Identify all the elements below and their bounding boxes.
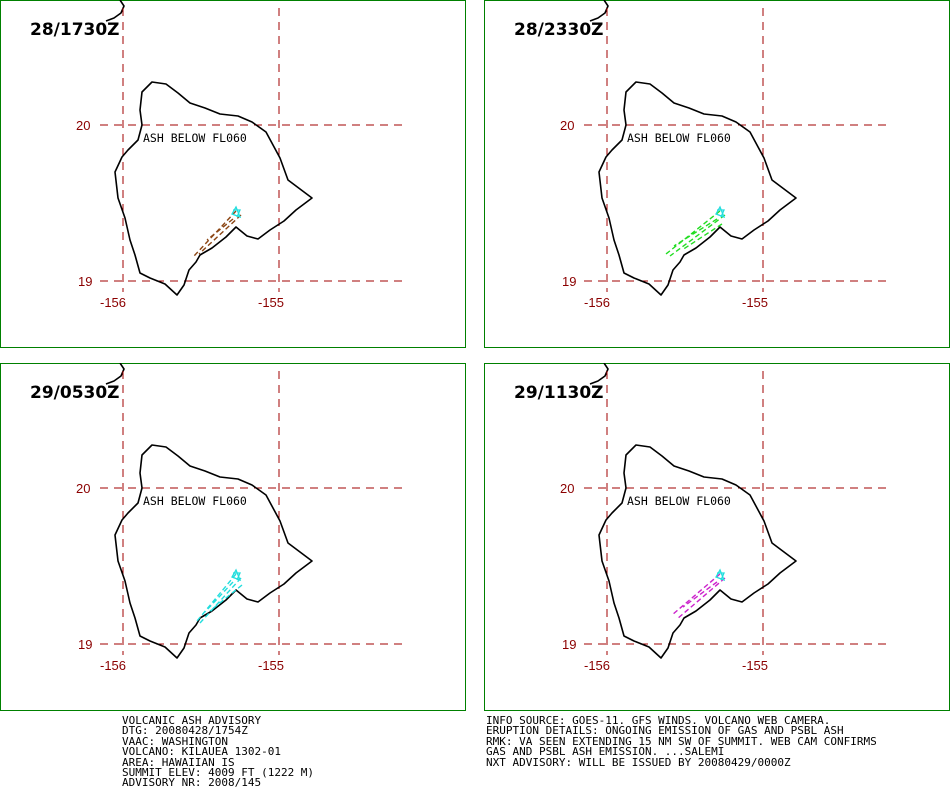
advisory-header-block: VOLCANIC ASH ADVISORY DTG: 20080428/1754Z…: [122, 714, 315, 790]
advisory-line: VOLCANO: KILAUEA 1302-01: [122, 745, 281, 759]
lon-tick-label: -155: [742, 658, 768, 673]
lon-tick-label: -155: [258, 658, 284, 673]
lon-tick-label: -156: [100, 658, 126, 673]
map-panel-4: ASH BELOW FL060 29/1130Z 20 19 -156 -155: [484, 363, 950, 711]
advisory-line: ERUPTION DETAILS: ONGOING EMISSION OF GA…: [486, 724, 844, 738]
ash-extent-label: ASH BELOW FL060: [143, 494, 247, 508]
maui-coastline: [589, 363, 609, 385]
advisory-line: VOLCANIC ASH ADVISORY: [122, 714, 262, 727]
advisory-line: VAAC: WASHINGTON: [122, 734, 228, 748]
volcano-vent-marker: [231, 205, 242, 219]
map-panel-3: ASH BELOW FL060 29/0530Z 20 19 -156 -155: [0, 363, 466, 711]
valid-time-label: 29/1130Z: [514, 383, 604, 403]
maui-coastline: [105, 363, 125, 385]
advisory-line: DTG: 20080428/1754Z: [122, 724, 248, 738]
valid-time-label: 29/0530Z: [30, 383, 120, 403]
advisory-line: NXT ADVISORY: WILL BE ISSUED BY 20080429…: [486, 755, 791, 769]
ash-plume-outline: [671, 573, 726, 620]
map-canvas: ASH BELOW FL060 29/1130Z 20 19 -156 -155: [484, 363, 950, 711]
lon-tick-label: -156: [100, 295, 126, 310]
lat-tick-label: 20: [560, 481, 574, 496]
lat-tick-label: 20: [76, 118, 90, 133]
big-island-coastline: [598, 81, 797, 296]
ash-plume: [671, 573, 726, 620]
ash-plume: [665, 210, 726, 257]
lat-tick-label: 19: [562, 637, 576, 652]
lon-tick-label: -155: [258, 295, 284, 310]
advisory-line: INFO SOURCE: GOES-11. GFS WINDS. VOLCANO…: [486, 714, 831, 727]
map-canvas: ASH BELOW FL060 29/0530Z 20 19 -156 -155: [0, 363, 466, 711]
valid-time-label: 28/1730Z: [30, 20, 120, 40]
lon-tick-label: -155: [742, 295, 768, 310]
ash-plume-outline: [193, 210, 242, 257]
panel-frame: [0, 363, 466, 711]
big-island-coastline: [114, 81, 313, 296]
advisory-line: ADVISORY NR: 2008/145: [122, 776, 262, 790]
advisory-details-block: INFO SOURCE: GOES-11. GFS WINDS. VOLCANO…: [486, 714, 877, 769]
ash-plume: [193, 210, 242, 257]
lat-tick-label: 20: [560, 118, 574, 133]
advisory-line: RMK: VA SEEN EXTENDING 15 NM SW OF SUMMI…: [486, 734, 877, 748]
ash-extent-label: ASH BELOW FL060: [627, 131, 731, 145]
advisory-line: SUMMIT ELEV: 4009 FT (1222 M): [122, 765, 315, 779]
lat-tick-label: 19: [78, 274, 92, 289]
map-canvas: ASH BELOW FL060 28/2330Z 20 19 -156 -155: [484, 0, 950, 348]
panel-frame: [484, 363, 950, 711]
ash-extent-label: ASH BELOW FL060: [627, 494, 731, 508]
lon-tick-label: -156: [584, 658, 610, 673]
lat-tick-label: 19: [562, 274, 576, 289]
big-island-coastline: [598, 444, 797, 659]
lat-tick-label: 19: [78, 637, 92, 652]
ash-plume-outline: [665, 210, 726, 257]
map-panel-1: ASH BELOW FL060 28/1730Z 20 19 -156 -155: [0, 0, 466, 348]
map-canvas: ASH BELOW FL060 28/1730Z 20 19 -156 -155: [0, 0, 466, 348]
ash-extent-label: ASH BELOW FL060: [143, 131, 247, 145]
maui-coastline: [105, 0, 125, 22]
big-island-coastline: [114, 444, 313, 659]
maui-coastline: [589, 0, 609, 22]
map-panel-2: ASH BELOW FL060 28/2330Z 20 19 -156 -155: [484, 0, 950, 348]
lat-tick-label: 20: [76, 481, 90, 496]
volcano-vent-marker: [231, 568, 242, 582]
volcano-vent-marker: [715, 568, 726, 582]
advisory-line: AREA: HAWAIIAN IS: [122, 755, 235, 769]
panel-frame: [484, 0, 950, 348]
valid-time-label: 28/2330Z: [514, 20, 604, 40]
panel-frame: [0, 0, 466, 348]
advisory-line: GAS AND PSBL ASH EMISSION. ...SALEMI: [486, 745, 725, 759]
lon-tick-label: -156: [584, 295, 610, 310]
volcano-vent-marker: [715, 205, 726, 219]
